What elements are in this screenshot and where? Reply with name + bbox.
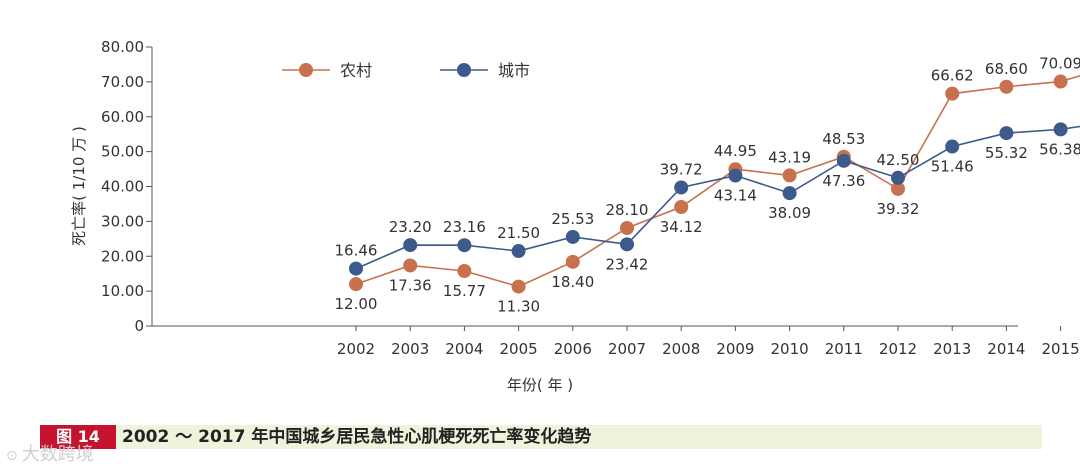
data-label: 70.09 — [1039, 55, 1080, 73]
watermark-text: 大数跨境 — [21, 444, 94, 465]
y-tick-label: 30.00 — [101, 212, 144, 230]
x-tick-label: 2009 — [716, 340, 754, 358]
series-line-0 — [355, 74, 1080, 288]
legend-marker — [299, 63, 313, 77]
data-label: 66.62 — [931, 67, 974, 85]
data-label: 55.32 — [985, 144, 1028, 162]
data-label: 25.53 — [551, 210, 594, 228]
data-point — [349, 277, 363, 292]
data-point — [836, 153, 851, 168]
data-label: 44.95 — [714, 142, 757, 160]
x-tick-label: 2010 — [771, 340, 809, 358]
x-tick-label: 2002 — [337, 340, 375, 358]
data-point — [945, 86, 960, 101]
data-label: 39.32 — [877, 200, 920, 218]
data-label: 56.38 — [1039, 140, 1080, 158]
x-tick-label: 2004 — [445, 340, 483, 358]
data-point — [782, 186, 797, 201]
data-label: 16.46 — [335, 242, 378, 260]
y-tick-label: 50.00 — [101, 143, 144, 161]
y-tick-label: 0 — [134, 317, 144, 335]
x-tick-label: 2006 — [554, 340, 592, 358]
y-tick-label: 20.00 — [101, 247, 144, 265]
data-point — [782, 168, 797, 183]
data-point — [999, 79, 1014, 94]
data-label: 23.42 — [606, 255, 649, 273]
x-tick-label: 2008 — [662, 340, 700, 358]
data-label: 51.46 — [931, 158, 974, 176]
data-point — [674, 200, 689, 215]
legend-label: 城市 — [498, 61, 530, 80]
x-tick-label: 2013 — [933, 340, 971, 358]
data-point — [891, 181, 905, 196]
caption-bar — [40, 425, 1042, 449]
data-point — [349, 261, 363, 276]
y-tick-label: 40.00 — [101, 178, 144, 196]
watermark: ⊙ 大数跨境 — [6, 440, 94, 466]
data-point — [999, 126, 1014, 141]
data-label: 47.36 — [822, 172, 865, 190]
data-point — [565, 254, 580, 269]
data-point — [891, 170, 905, 185]
data-point — [620, 237, 634, 252]
data-label: 11.30 — [497, 298, 540, 316]
data-point — [565, 229, 580, 244]
data-label: 43.19 — [768, 148, 811, 166]
legend-label: 农村 — [340, 61, 372, 80]
data-point — [1053, 74, 1068, 89]
figure-label: 图 14 — [40, 425, 116, 449]
x-tick-label: 2015 — [1042, 340, 1080, 358]
x-tick-label: 2007 — [608, 340, 646, 358]
figure-caption: 2002 ～ 2017 年中国城乡居民急性心肌梗死死亡率变化趋势 — [122, 427, 592, 447]
x-tick-label: 2005 — [500, 340, 538, 358]
x-tick-label: 2014 — [987, 340, 1025, 358]
series-line-1 — [355, 125, 1080, 270]
data-point — [457, 264, 472, 279]
data-point — [457, 238, 472, 253]
data-point — [511, 279, 526, 294]
data-label: 34.12 — [660, 218, 703, 236]
data-label: 18.40 — [551, 273, 594, 291]
x-tick-label: 2012 — [879, 340, 917, 358]
data-label: 23.20 — [389, 218, 432, 236]
y-tick-label: 80.00 — [101, 38, 144, 56]
data-label: 17.36 — [389, 276, 432, 294]
data-label: 12.00 — [335, 295, 378, 313]
data-label: 15.77 — [443, 282, 486, 300]
y-tick-label: 10.00 — [101, 282, 144, 300]
data-label: 42.50 — [877, 151, 920, 169]
data-label: 28.10 — [606, 201, 649, 219]
data-point — [1053, 122, 1068, 137]
data-point — [674, 180, 689, 195]
y-tick-label: 60.00 — [101, 108, 144, 126]
data-label: 39.72 — [660, 160, 703, 178]
watermark-logo-icon: ⊙ — [6, 448, 18, 464]
data-label: 43.14 — [714, 187, 757, 205]
x-axis-label: 年份( 年 ) — [507, 376, 573, 394]
data-point — [403, 258, 418, 273]
x-tick-label: 2011 — [825, 340, 863, 358]
data-point — [511, 244, 526, 259]
data-label: 48.53 — [822, 130, 865, 148]
x-tick-label: 2003 — [391, 340, 429, 358]
data-point — [945, 139, 960, 154]
data-label: 21.50 — [497, 224, 540, 242]
data-label: 68.60 — [985, 60, 1028, 78]
line-chart: 0 10.00 20.00 30.00 40.00 50.00 60.00 70.00 80.0… — [70, 38, 1080, 394]
data-point — [403, 238, 418, 253]
data-label: 23.16 — [443, 218, 486, 236]
data-point — [728, 168, 743, 183]
data-label: 38.09 — [768, 204, 811, 222]
data-point — [620, 221, 634, 236]
y-tick-label: 70.00 — [101, 73, 144, 91]
legend-marker — [457, 63, 471, 77]
y-axis-label: 死亡率( 1/10 万 ) — [70, 126, 88, 246]
